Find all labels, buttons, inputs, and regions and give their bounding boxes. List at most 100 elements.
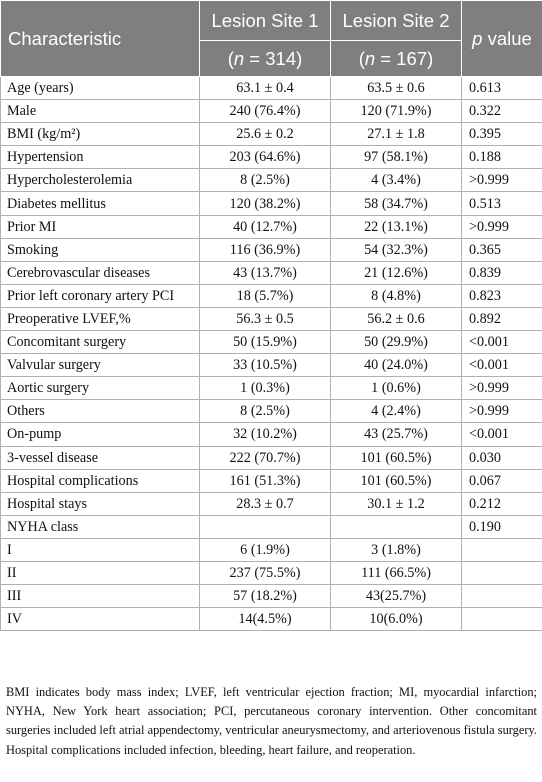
site-2-value: 30.1 ± 1.2 xyxy=(330,491,462,516)
table-row: II 237 (75.5%) 111 (66.5%) xyxy=(0,560,542,586)
row-label: Smoking xyxy=(0,237,200,262)
p-value xyxy=(461,607,542,632)
row-label: 3-vessel disease xyxy=(0,445,200,470)
n-count: = 167) xyxy=(375,47,434,69)
p-value-label: value xyxy=(482,27,532,49)
p-value: >0.999 xyxy=(461,399,542,424)
p-value: 0.892 xyxy=(461,306,542,332)
n-count: = 314) xyxy=(244,47,303,69)
site-2-value: 27.1 ± 1.8 xyxy=(330,122,462,147)
site-1-value: 6 (1.9%) xyxy=(199,537,331,562)
p-value: <0.001 xyxy=(461,330,542,355)
site-1-value: 1 (0.3%) xyxy=(199,376,331,401)
table-row: Prior MI 40 (12.7%) 22 (13.1%) >0.999 xyxy=(0,214,542,239)
table-row: On-pump 32 (10.2%) 43 (25.7%) <0.001 xyxy=(0,422,542,447)
site-2-value: 10(6.0%) xyxy=(330,607,462,632)
p-value: 0.823 xyxy=(461,283,542,308)
site-2-value: 40 (24.0%) xyxy=(330,353,462,378)
p-value xyxy=(461,537,542,562)
site-2-value: 1 (0.6%) xyxy=(330,376,462,401)
p-value xyxy=(461,584,542,609)
characteristics-table: Characteristic Lesion Site 1 Lesion Site… xyxy=(0,0,542,632)
site-2-value: 97 (58.1%) xyxy=(330,145,462,170)
p-value: 0.365 xyxy=(461,237,542,262)
row-label: Others xyxy=(0,399,200,424)
row-label: Hospital complications xyxy=(0,468,200,493)
site-2-value: 54 (32.3%) xyxy=(330,237,462,262)
row-label: Aortic surgery xyxy=(0,376,200,401)
table-footnote: BMI indicates body mass index; LVEF, lef… xyxy=(6,685,537,757)
row-label: Hypertension xyxy=(0,145,200,170)
row-label: Cerebrovascular diseases xyxy=(0,260,200,285)
site-2-value: 43 (25.7%) xyxy=(330,422,462,447)
row-label: Concomitant surgery xyxy=(0,330,200,355)
p-value: 0.839 xyxy=(461,260,542,285)
table-row: IV 14(4.5%) 10(6.0%) xyxy=(0,607,542,632)
row-label: Hospital stays xyxy=(0,491,200,516)
table-row: Hospital stays 28.3 ± 0.7 30.1 ± 1.2 0.212 xyxy=(0,491,542,516)
header-lesion-site-2: Lesion Site 2 xyxy=(330,0,462,41)
row-label: Valvular surgery xyxy=(0,353,200,378)
row-label: NYHA class xyxy=(0,514,200,539)
site-1-value: 18 (5.7%) xyxy=(199,283,331,308)
site-1-value: 203 (64.6%) xyxy=(199,145,331,170)
site-2-value: 4 (3.4%) xyxy=(330,168,462,193)
table-body: Age (years) 63.1 ± 0.4 63.5 ± 0.6 0.613 Male… xyxy=(0,75,542,632)
row-label: On-pump xyxy=(0,422,200,447)
row-label: II xyxy=(0,560,200,586)
site-2-value: 4 (2.4%) xyxy=(330,399,462,424)
table-row: 3-vessel disease 222 (70.7%) 101 (60.5%) 0.… xyxy=(0,445,542,470)
row-label: Age (years) xyxy=(0,75,200,101)
site-1-value: 33 (10.5%) xyxy=(199,353,331,378)
site-2-value xyxy=(330,514,462,539)
site-2-value: 3 (1.8%) xyxy=(330,537,462,562)
table-row: Smoking 116 (36.9%) 54 (32.3%) 0.365 xyxy=(0,237,542,262)
p-value xyxy=(461,560,542,586)
p-value: 0.613 xyxy=(461,75,542,101)
table-row: Preoperative LVEF,% 56.3 ± 0.5 56.2 ± 0.6 0… xyxy=(0,306,542,332)
site-1-value: 222 (70.7%) xyxy=(199,445,331,470)
site-1-value xyxy=(199,514,331,539)
p-value: >0.999 xyxy=(461,376,542,401)
header-n-site-1: (n = 314) xyxy=(199,40,331,77)
table-row: III 57 (18.2%) 43(25.7%) xyxy=(0,584,542,609)
p-value: 0.067 xyxy=(461,468,542,493)
site-2-value: 56.2 ± 0.6 xyxy=(330,306,462,332)
site-1-value: 161 (51.3%) xyxy=(199,468,331,493)
p-value: >0.999 xyxy=(461,214,542,239)
site-1-value: 8 (2.5%) xyxy=(199,399,331,424)
header-n-site-2: (n = 167) xyxy=(330,40,462,77)
table-row: Others 8 (2.5%) 4 (2.4%) >0.999 xyxy=(0,399,542,424)
site-2-value: 101 (60.5%) xyxy=(330,445,462,470)
site-2-value: 8 (4.8%) xyxy=(330,283,462,308)
header-lesion-site-1: Lesion Site 1 xyxy=(199,0,331,41)
site-1-value: 116 (36.9%) xyxy=(199,237,331,262)
site-2-value: 50 (29.9%) xyxy=(330,330,462,355)
table-row: NYHA class 0.190 xyxy=(0,514,542,539)
site-2-value: 120 (71.9%) xyxy=(330,99,462,124)
site-2-value: 22 (13.1%) xyxy=(330,214,462,239)
site-1-value: 240 (76.4%) xyxy=(199,99,331,124)
site-1-value: 25.6 ± 0.2 xyxy=(199,122,331,147)
table-row: Diabetes mellitus 120 (38.2%) 58 (34.7%) 0.… xyxy=(0,191,542,216)
site-2-value: 58 (34.7%) xyxy=(330,191,462,216)
row-label: Hypercholesterolemia xyxy=(0,168,200,193)
site-2-value: 21 (12.6%) xyxy=(330,260,462,285)
table-header: Characteristic Lesion Site 1 Lesion Site… xyxy=(0,0,542,77)
table-row: Concomitant surgery 50 (15.9%) 50 (29.9%) <… xyxy=(0,330,542,355)
row-label: Prior left coronary artery PCI xyxy=(0,283,200,308)
table-row: Age (years) 63.1 ± 0.4 63.5 ± 0.6 0.613 xyxy=(0,75,542,101)
p-value: 0.190 xyxy=(461,514,542,539)
site-1-value: 8 (2.5%) xyxy=(199,168,331,193)
row-label: Preoperative LVEF,% xyxy=(0,306,200,332)
site-1-value: 14(4.5%) xyxy=(199,607,331,632)
row-label: Male xyxy=(0,99,200,124)
site-1-value: 40 (12.7%) xyxy=(199,214,331,239)
row-label: Prior MI xyxy=(0,214,200,239)
site-1-value: 63.1 ± 0.4 xyxy=(199,75,331,101)
table-row: Prior left coronary artery PCI 18 (5.7%) 8… xyxy=(0,283,542,308)
site-2-value: 111 (66.5%) xyxy=(330,560,462,586)
p-value: 0.322 xyxy=(461,99,542,124)
table-row: BMI (kg/m²) 25.6 ± 0.2 27.1 ± 1.8 0.395 xyxy=(0,122,542,147)
